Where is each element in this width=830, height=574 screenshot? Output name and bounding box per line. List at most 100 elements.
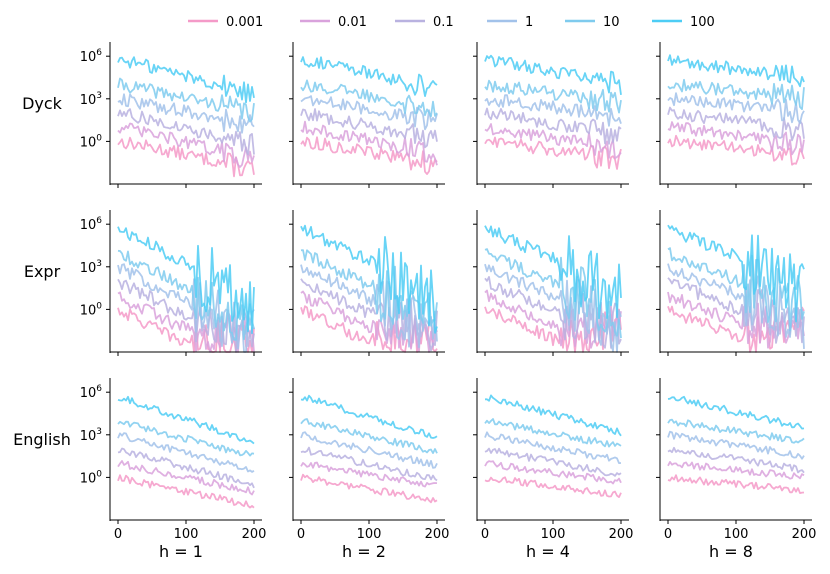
legend-label: 0.1: [433, 15, 454, 30]
legend-item: 100: [652, 15, 715, 30]
series-line-100: [300, 394, 438, 439]
series-line-0.001: [117, 474, 255, 509]
series-line-1: [117, 263, 255, 353]
series-line-0.1: [300, 108, 438, 149]
panel-english-1: 100 103 106 0 100 200: [80, 378, 267, 542]
x-tick-label: 100: [724, 527, 749, 542]
y-tick-label: 100: [80, 469, 103, 486]
legend-label: 10: [603, 15, 620, 30]
series-line-1: [484, 94, 622, 127]
x-tick-label: 200: [242, 527, 267, 542]
x-tick-label: 0: [114, 527, 122, 542]
series-line-0.01: [117, 122, 255, 168]
series-line-100: [117, 395, 255, 445]
legend: 0.001 0.01 0.1 1 10 100: [188, 15, 715, 30]
series-line-0.01: [300, 461, 438, 488]
series-line-10: [484, 248, 622, 339]
panel-grid: 100 103 106 100 103 106 100 103 106 0 100 200 0 100 20…: [80, 42, 816, 542]
series-line-0.1: [484, 107, 622, 145]
series-line-100: [484, 54, 622, 96]
series-line-10: [667, 78, 805, 111]
series-line-0.01: [484, 460, 622, 485]
series-line-0.1: [300, 446, 438, 482]
series-line-0.1: [300, 278, 438, 352]
x-tick-label: 200: [609, 527, 634, 542]
series-line-1: [667, 430, 805, 460]
column-label-h3: h = 4: [526, 542, 570, 561]
legend-label: 0.001: [226, 15, 263, 30]
series-line-10: [667, 418, 805, 444]
series-line-10: [117, 77, 255, 123]
legend-item: 0.01: [300, 15, 367, 30]
column-label-h4: h = 8: [709, 542, 753, 561]
x-tick-label: 100: [174, 527, 199, 542]
y-tick-label: 106: [80, 216, 103, 233]
series-line-100: [117, 56, 255, 104]
series-line-0.001: [117, 307, 255, 353]
x-tick-label: 100: [357, 527, 382, 542]
series-line-10: [484, 418, 622, 448]
series-line-100: [484, 225, 622, 320]
series-line-0.001: [300, 136, 438, 175]
x-tick-label: 0: [664, 527, 672, 542]
series-line-1: [484, 431, 622, 464]
series-line-0.001: [667, 134, 805, 166]
series-line-0.1: [117, 108, 255, 156]
legend-item: 10: [565, 15, 620, 30]
panel-dyck-3: [473, 42, 629, 188]
series-line-100: [300, 224, 438, 334]
series-line-100: [117, 226, 255, 335]
series-line-0.001: [300, 473, 438, 504]
x-tick-label: 0: [481, 527, 489, 542]
series-line-0.001: [484, 136, 622, 170]
series-line-0.01: [117, 460, 255, 496]
series-line-1: [300, 431, 438, 469]
series-line-100: [667, 54, 805, 88]
series-line-0.1: [667, 277, 805, 344]
series-line-0.1: [484, 447, 622, 477]
y-tick-label: 103: [80, 427, 102, 444]
legend-item: 1: [487, 15, 533, 30]
series-line-10: [667, 247, 805, 332]
series-line-1: [484, 263, 622, 353]
series-line-1: [667, 263, 805, 349]
row-label-expr: Expr: [24, 262, 61, 281]
x-tick-label: 0: [297, 527, 305, 542]
axis-labels: Dyck Expr English h = 1 h = 2 h = 4 h = 8: [13, 94, 753, 561]
series-line-10: [300, 249, 438, 327]
panel-expr-3: [473, 210, 629, 356]
column-label-h1: h = 1: [159, 542, 203, 561]
series-line-0.1: [117, 447, 255, 489]
series-line-10: [300, 79, 438, 118]
series-line-100: [667, 395, 805, 430]
series-line-0.001: [484, 306, 622, 353]
panel-dyck-2: [289, 42, 445, 188]
y-tick-label: 100: [80, 301, 103, 318]
column-label-h2: h = 2: [342, 542, 386, 561]
series-line-0.01: [667, 461, 805, 480]
series-line-10: [117, 249, 255, 341]
series-line-100: [667, 224, 805, 323]
panel-english-3: 0 100 200: [473, 378, 633, 542]
legend-label: 1: [525, 15, 533, 30]
series-line-0.001: [117, 136, 255, 178]
y-tick-label: 100: [80, 133, 103, 150]
panel-expr-1: 100 103 106: [80, 210, 262, 356]
y-tick-label: 103: [80, 91, 102, 108]
row-label-dyck: Dyck: [22, 94, 63, 113]
y-tick-label: 103: [80, 259, 102, 276]
series-line-0.1: [667, 446, 805, 474]
series-line-100: [485, 394, 622, 437]
series-line-1: [667, 92, 805, 125]
y-tick-label: 106: [80, 384, 103, 401]
series-line-0.001: [667, 474, 805, 494]
series-line-1: [117, 93, 255, 134]
legend-label: 100: [690, 15, 715, 30]
series-line-1: [300, 264, 438, 349]
x-tick-label: 100: [541, 527, 566, 542]
panel-english-4: 0 100 200: [656, 378, 816, 542]
panel-dyck-4: [656, 42, 812, 188]
x-tick-label: 200: [792, 527, 817, 542]
series-line-1: [117, 432, 255, 473]
